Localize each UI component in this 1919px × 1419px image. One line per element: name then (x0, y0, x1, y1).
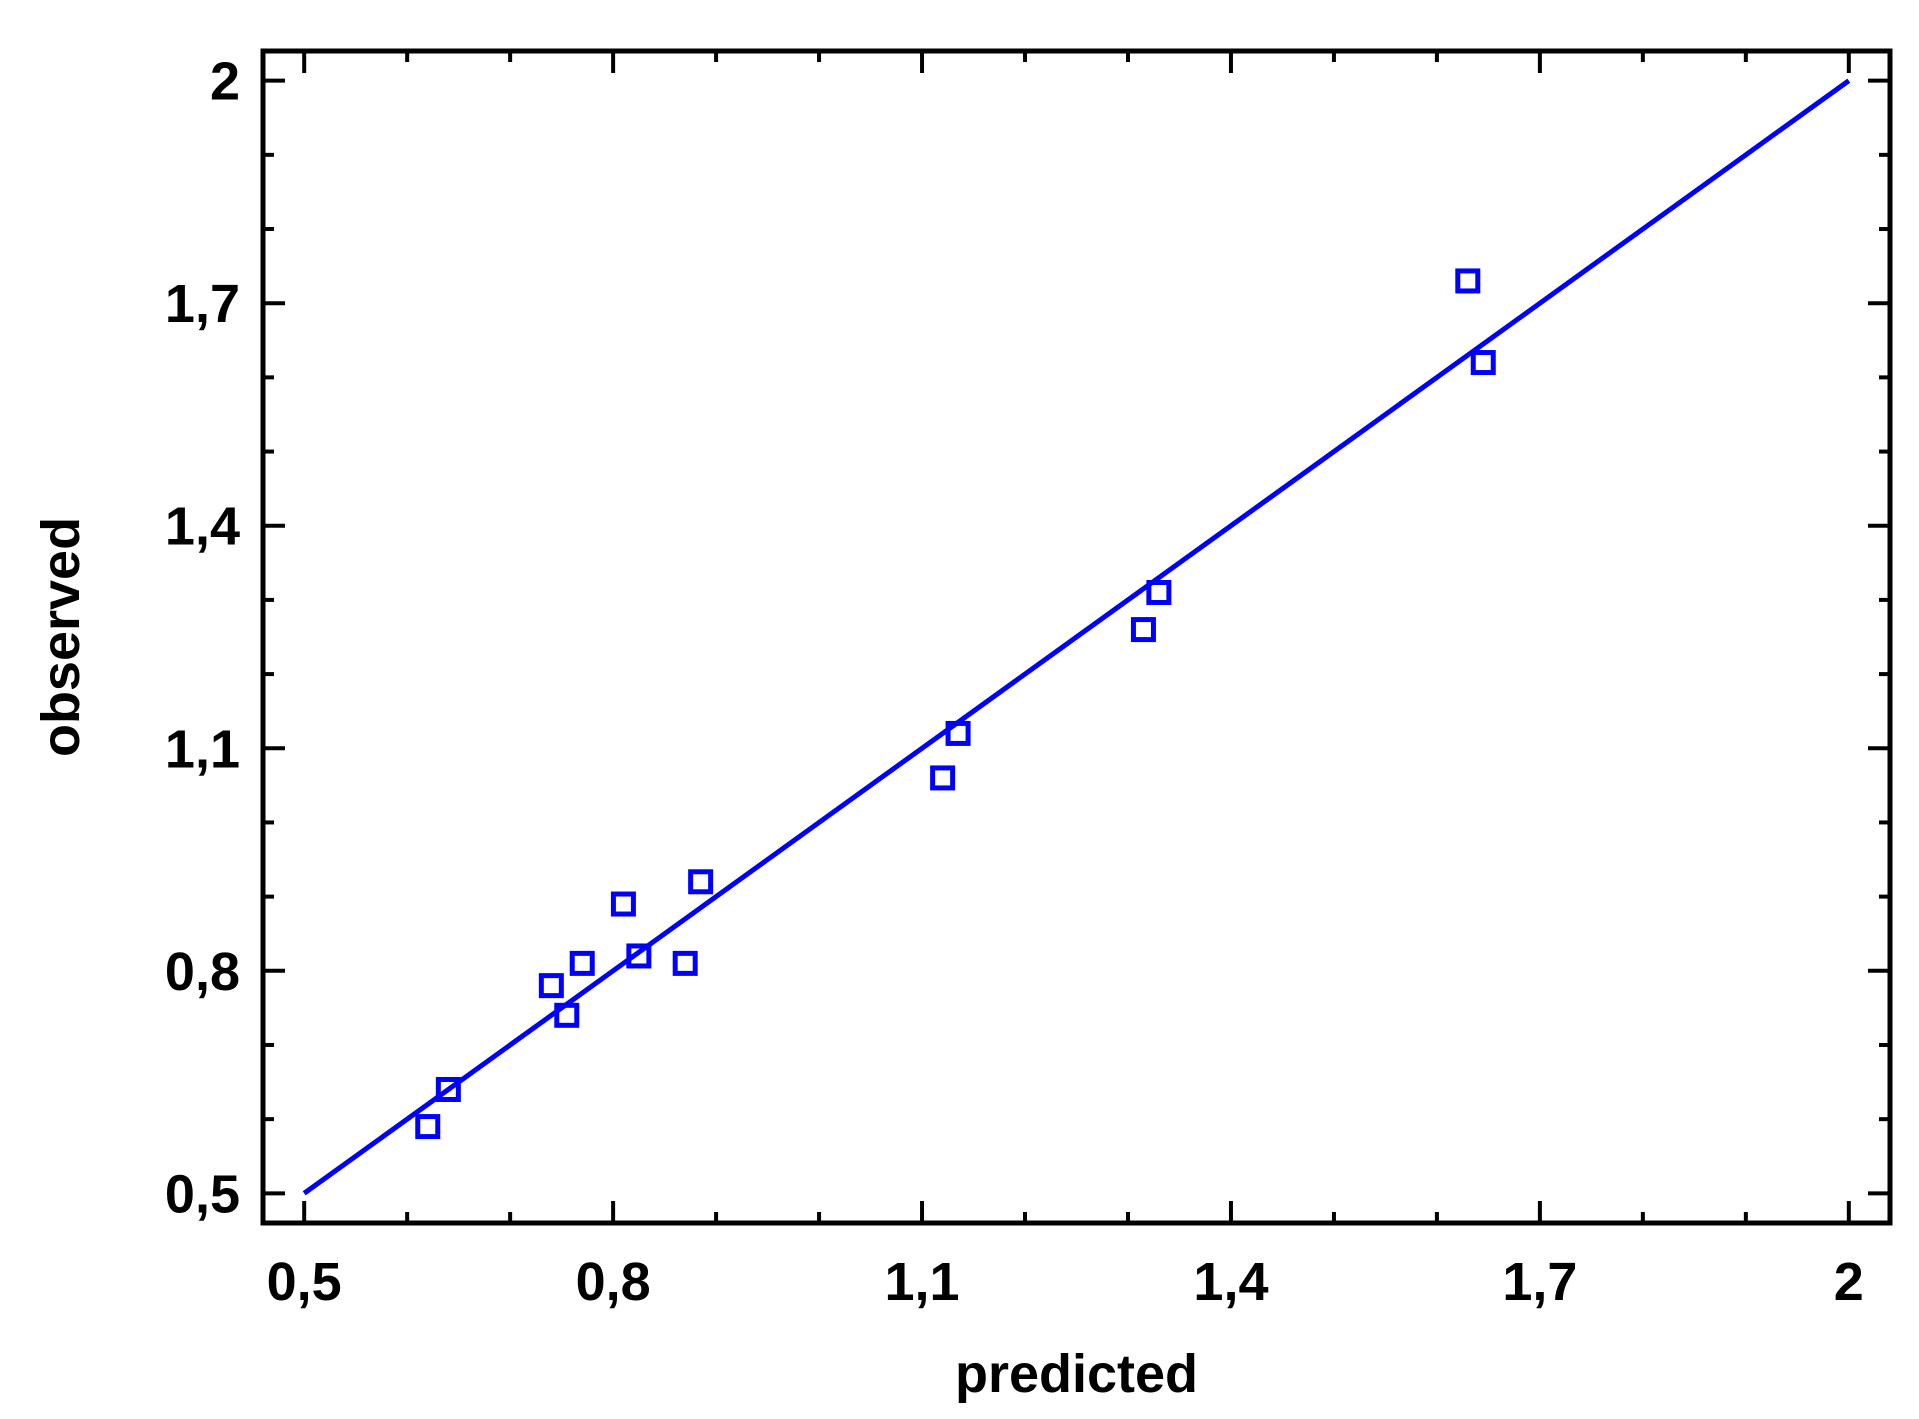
x-tick-label: 0,5 (267, 1252, 342, 1312)
data-layer (302, 78, 1851, 1196)
data-point (1470, 350, 1496, 376)
x-tick-label: 1,4 (1193, 1252, 1268, 1312)
y-axis-title: observed (31, 517, 91, 757)
y-tick-label: 1,4 (165, 497, 240, 557)
x-tick-label: 2 (1834, 1252, 1864, 1312)
data-point (945, 720, 971, 746)
data-point (554, 1002, 580, 1028)
data-point (1455, 268, 1481, 294)
data-point (610, 891, 636, 917)
plot-frame (260, 48, 1893, 1226)
x-axis-title: predicted (955, 1344, 1198, 1404)
y-tick-label: 1,7 (165, 274, 240, 334)
x-tick-label: 0,8 (576, 1252, 651, 1312)
data-point (688, 869, 714, 895)
data-point (930, 765, 956, 791)
data-point (1130, 617, 1156, 643)
data-point (626, 943, 652, 969)
x-tick-label: 1,1 (884, 1252, 959, 1312)
data-point (538, 973, 564, 999)
data-point (672, 950, 698, 976)
y-tick-label: 0,5 (165, 1164, 240, 1224)
y-tick-label: 2 (210, 52, 240, 112)
data-point (435, 1076, 461, 1102)
y-tick-label: 0,8 (165, 942, 240, 1002)
fit-line (302, 78, 1851, 1196)
data-point (1146, 579, 1172, 605)
x-tick-label: 1,7 (1502, 1252, 1577, 1312)
tick-labels: 0,5 0,8 1,1 1,4 1,7 2 0,5 0,8 1,1 1,4 1,7 2 (165, 52, 1864, 1312)
data-point (569, 950, 595, 976)
y-tick-label: 1,1 (165, 719, 240, 779)
data-point (415, 1114, 441, 1140)
